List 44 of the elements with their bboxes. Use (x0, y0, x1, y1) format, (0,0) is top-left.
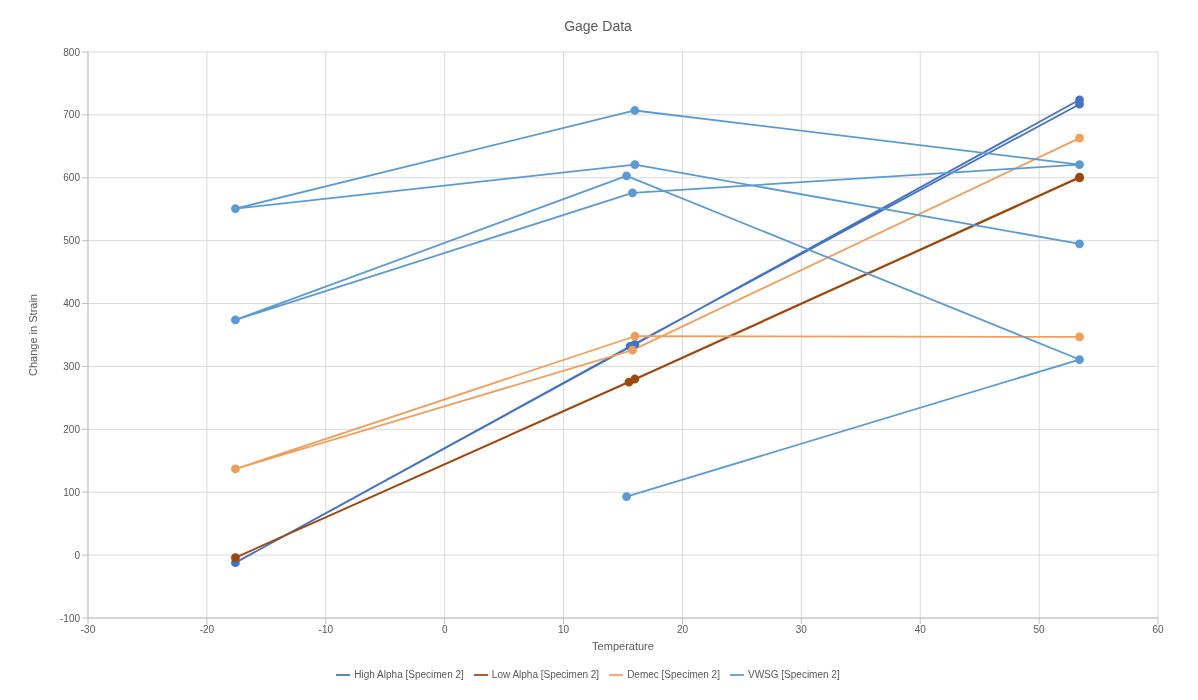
point (628, 345, 637, 355)
point (630, 331, 640, 341)
point (630, 374, 640, 384)
point (231, 204, 240, 213)
x-tick-label: 10 (557, 624, 570, 636)
x-tick-label: -10 (318, 624, 334, 636)
x-tick-label: 20 (676, 624, 689, 636)
x-tick-label: 0 (441, 624, 448, 636)
y-tick-label: 200 (63, 423, 81, 435)
y-tick-label: 500 (63, 235, 81, 247)
x-tick-label: -20 (199, 624, 215, 636)
x-tick-label: 30 (795, 624, 808, 636)
point (1075, 133, 1084, 143)
point (1075, 355, 1084, 364)
y-axis-title: Change in Strain (26, 294, 39, 376)
legend-label: Demec [Specimen 2] (627, 668, 720, 680)
x-axis-title: Temperature (592, 640, 654, 652)
point (630, 160, 640, 169)
legend-label: Low Alpha [Specimen 2] (491, 668, 600, 680)
point (628, 188, 637, 198)
y-tick-label: 400 (63, 298, 81, 310)
x-tick-label: 60 (1152, 624, 1164, 636)
point (1075, 239, 1084, 249)
y-tick-label: 100 (63, 486, 81, 498)
point (231, 315, 240, 325)
y-tick-label: 800 (63, 46, 81, 58)
y-tick-label: 700 (63, 109, 81, 121)
x-tick-label: 50 (1033, 624, 1046, 636)
y-tick-label: 600 (63, 172, 81, 184)
chart-title: Gage Data (563, 17, 633, 36)
y-tick-label: 300 (63, 360, 81, 372)
x-tick-label: 40 (914, 624, 927, 636)
y-tick-label: 0 (74, 549, 81, 561)
point (231, 464, 240, 474)
point (1075, 160, 1084, 169)
point (622, 171, 631, 181)
y-tick-label: -100 (59, 612, 81, 624)
legend-label: VWSG [Specimen 2] (747, 668, 840, 680)
point (630, 106, 640, 115)
point (231, 553, 240, 563)
x-tick-label: -30 (80, 624, 96, 636)
point (1075, 332, 1084, 342)
legend-label: High Alpha [Specimen 2] (354, 668, 464, 680)
point (622, 492, 631, 502)
